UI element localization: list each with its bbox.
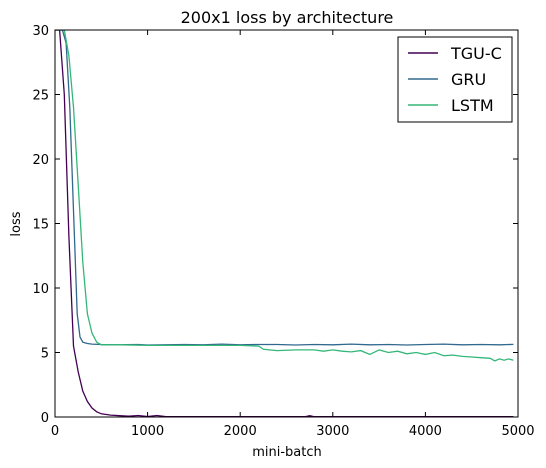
x-tick-label: 1000	[131, 424, 164, 439]
y-axis-label: loss	[9, 211, 24, 236]
series-line-tgu-c	[55, 30, 514, 417]
y-tick-label: 20	[32, 153, 49, 168]
series-line-lstm	[55, 30, 514, 362]
legend: TGU-C GRU LSTM	[397, 36, 513, 123]
series-line-gru	[55, 30, 514, 346]
chart-title: 200x1 loss by architecture	[181, 8, 394, 27]
x-tick-label: 2000	[224, 424, 257, 439]
y-tick-label: 30	[32, 24, 49, 39]
plot-lines	[55, 30, 514, 417]
y-tick-label: 10	[32, 282, 49, 297]
x-tick-label: 4000	[409, 424, 442, 439]
y-tick-label: 25	[32, 89, 49, 104]
x-tick-label: 0	[51, 424, 59, 439]
x-axis-label: mini-batch	[252, 445, 322, 460]
x-tick-label: 5000	[501, 424, 534, 439]
y-tick-label: 15	[32, 218, 49, 233]
y-axis: 0 5 10 15 20 25 30	[32, 24, 518, 426]
legend-label: TGU-C	[450, 44, 502, 63]
x-tick-label: 3000	[316, 424, 349, 439]
y-tick-label: 5	[41, 347, 49, 362]
legend-label: GRU	[451, 70, 486, 89]
legend-label: LSTM	[451, 96, 494, 115]
x-axis: 0 1000 2000 3000 4000 5000	[51, 30, 535, 439]
y-tick-label: 0	[41, 411, 49, 426]
